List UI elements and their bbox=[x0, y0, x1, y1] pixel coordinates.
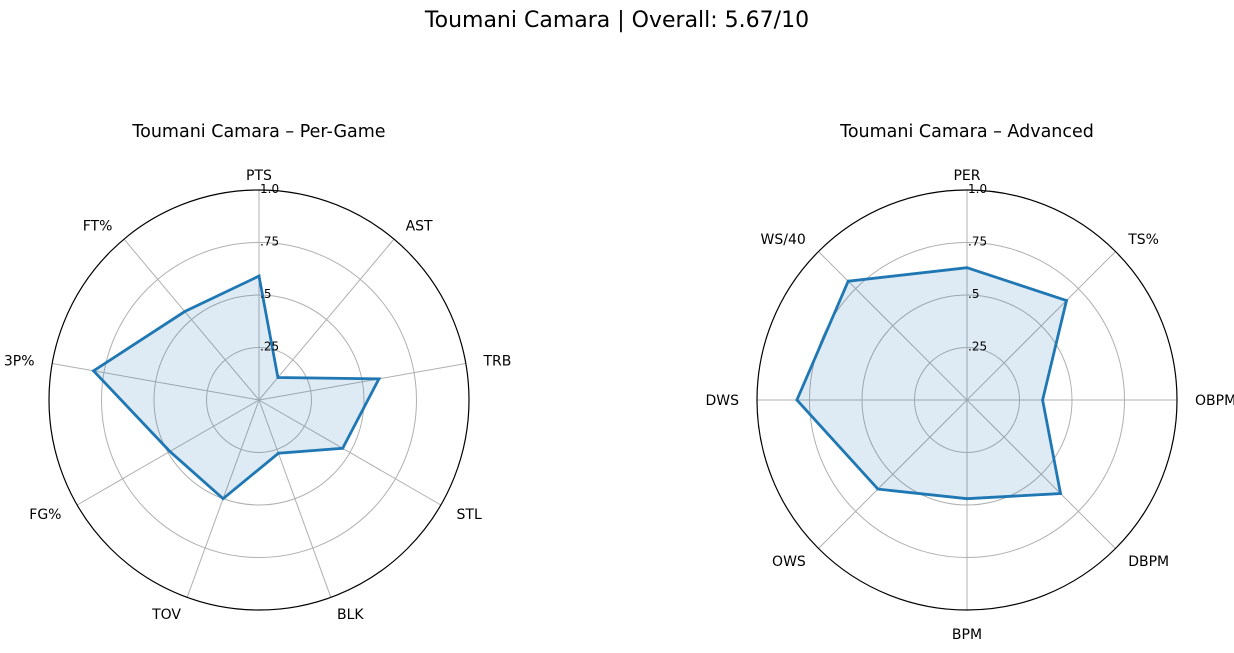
per-game-spoke-blk bbox=[258, 399, 332, 598]
advanced-rtick-label: .75 bbox=[968, 235, 987, 249]
advanced-axis-label-ows: OWS bbox=[772, 554, 806, 570]
advanced-rtick-label: 1.0 bbox=[968, 182, 987, 196]
per-game-spoke-3p-pct bbox=[52, 363, 260, 401]
advanced-spoke-ts-pct bbox=[966, 251, 1116, 401]
per-game-point-pts bbox=[257, 274, 261, 278]
advanced-point-ws-40 bbox=[846, 279, 850, 283]
per-game-point-tov bbox=[221, 497, 225, 501]
per-game-axis-label-fg-pct: FG% bbox=[29, 507, 61, 523]
advanced-axis-label-ts-pct: TS% bbox=[1127, 232, 1159, 248]
advanced-spoke-ows bbox=[818, 399, 968, 549]
advanced-point-per bbox=[965, 266, 969, 270]
per-game-spoke-ast bbox=[258, 238, 395, 401]
advanced-point-dws bbox=[795, 398, 799, 402]
per-game-rtick-label: 1.0 bbox=[260, 182, 279, 196]
per-game-point-ast bbox=[276, 376, 280, 379]
per-game-point-stl bbox=[341, 446, 345, 450]
figure-title: Toumani Camara | Overall: 5.67/10 bbox=[424, 8, 810, 33]
per-game-axis-label-ast: AST bbox=[406, 218, 433, 234]
per-game-series-line bbox=[91, 274, 382, 501]
per-game-axis-label-3p-pct: 3P% bbox=[4, 353, 35, 369]
advanced-radar-chart: Toumani Camara – Advanced .25 .5 .75 1.0PER… bbox=[705, 122, 1234, 643]
advanced-series-area bbox=[796, 267, 1067, 499]
per-game-spoke-fg-pct bbox=[76, 399, 260, 506]
per-game-spoke-trb bbox=[258, 363, 466, 401]
advanced-point-dbpm bbox=[1059, 492, 1062, 495]
per-game-axis-label-stl: STL bbox=[457, 507, 482, 523]
advanced-grid bbox=[757, 190, 1177, 610]
advanced-spoke-ws-40 bbox=[818, 251, 968, 401]
advanced-point-ts-pct bbox=[1065, 299, 1068, 302]
advanced-spoke-dbpm bbox=[966, 399, 1116, 549]
per-game-rtick-label: .75 bbox=[260, 235, 279, 249]
per-game-spoke-stl bbox=[258, 399, 442, 506]
per-game-radar-chart: Toumani Camara – Per-Game .25 .5 .75 1.0PTS… bbox=[4, 122, 512, 623]
advanced-chart-title: Toumani Camara – Advanced bbox=[839, 122, 1094, 142]
advanced-axis-label-dbpm: DBPM bbox=[1128, 554, 1169, 570]
per-game-chart-title: Toumani Camara – Per-Game bbox=[131, 122, 385, 142]
per-game-point-fg-pct bbox=[168, 450, 172, 453]
per-game-outer-ring bbox=[48, 189, 470, 611]
advanced-rtick-label: .5 bbox=[968, 287, 979, 301]
per-game-point-trb bbox=[377, 377, 381, 381]
per-game-point-3p-pct bbox=[92, 369, 95, 373]
advanced-outer-ring bbox=[756, 189, 1178, 611]
per-game-point-blk bbox=[276, 451, 280, 455]
per-game-axis-label-trb: TRB bbox=[483, 353, 512, 369]
advanced-point-bpm bbox=[965, 497, 969, 501]
advanced-axis-label-ws-40: WS/40 bbox=[761, 232, 806, 248]
advanced-axis-label-bpm: BPM bbox=[952, 627, 982, 643]
advanced-axis-label-per: PER bbox=[953, 168, 980, 184]
per-game-spoke-ft-pct bbox=[123, 238, 260, 401]
per-game-rtick-label: .5 bbox=[260, 287, 271, 301]
per-game-rtick-label: .25 bbox=[260, 340, 279, 354]
per-game-axis-label-blk: BLK bbox=[337, 607, 364, 623]
per-game-axis-label-ft-pct: FT% bbox=[83, 218, 113, 234]
advanced-point-obpm bbox=[1041, 398, 1044, 402]
advanced-axis-label-dws: DWS bbox=[705, 393, 739, 409]
advanced-axis-label-obpm: OBPM bbox=[1195, 393, 1234, 409]
per-game-axis-label-tov: TOV bbox=[151, 607, 181, 623]
per-game-series-area bbox=[93, 276, 379, 499]
per-game-axis-label-pts: PTS bbox=[246, 168, 272, 184]
per-game-point-ft-pct bbox=[183, 310, 187, 313]
advanced-rtick-label: .25 bbox=[968, 340, 987, 354]
advanced-point-ows bbox=[876, 487, 880, 491]
